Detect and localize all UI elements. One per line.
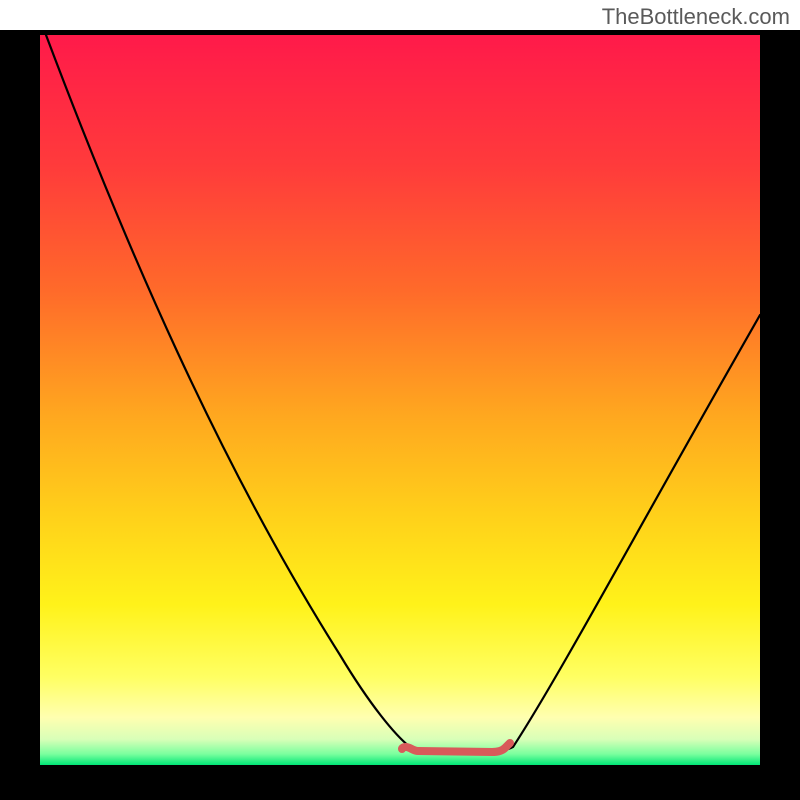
chart-frame [0,30,800,800]
gradient-background [40,35,760,765]
watermark-text: TheBottleneck.com [602,4,790,30]
plot-area [40,35,760,765]
bottleneck-chart-svg [40,35,760,765]
